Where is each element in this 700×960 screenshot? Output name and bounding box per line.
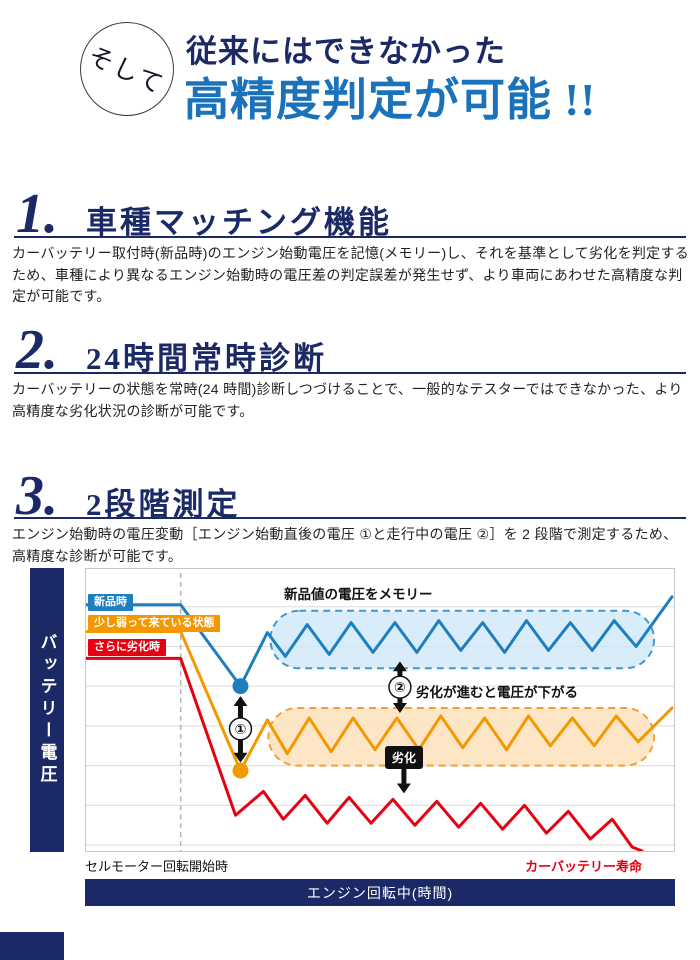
legend-weakening: 少し弱って来ている状態 (88, 615, 221, 632)
section1-title: 車種マッチング機能 (86, 205, 392, 240)
soshite-label: そして (83, 42, 169, 100)
deterioration-badge: 劣化 (385, 746, 424, 769)
section3-title: 2段階測定 (86, 487, 241, 522)
hero-subtitle: 従来にはできなかった (186, 34, 506, 69)
section2-underline (14, 372, 686, 374)
arrow-step2-head-down (392, 703, 407, 713)
arrow-step2-marker-label: ② (394, 679, 406, 695)
chart-canvas: ①② (86, 572, 674, 851)
degraded-region-orange (267, 707, 656, 767)
legend-degraded: さらに劣化時 (88, 639, 166, 656)
memory-note: 新品値の電圧をメモリー (284, 587, 433, 602)
section3-body: エンジン始動時の電圧変動［エンジン始動直後の電圧 ①と走行中の電圧 ②］を 2 … (12, 526, 678, 564)
section1-body: カーバッテリー取付時(新品時)のエンジン始動電圧を記憶(メモリー)し、それを基準… (12, 245, 690, 305)
section2-number: 2. (16, 319, 58, 381)
x-axis-label: エンジン回転中(時間) (306, 884, 454, 901)
section3-underline (14, 517, 686, 519)
line-new (86, 595, 674, 688)
hero-title: 高精度判定が可能 !! (184, 75, 597, 125)
dot-start-weak (232, 762, 249, 779)
arrow-step1-marker-label: ① (235, 721, 247, 737)
section1-number: 1. (16, 183, 58, 245)
voltage-drop-note: 劣化が進むと電圧が下がる (416, 685, 578, 700)
section2-body: カーバッテリーの状態を常時(24 時間)診断しつづけることで、一般的なテスターで… (12, 381, 683, 419)
x-axis-bar: エンジン回転中(時間) (85, 879, 675, 906)
section3-number: 3. (16, 465, 58, 527)
section1-underline (14, 236, 686, 238)
legend-new: 新品時 (88, 594, 133, 611)
y-axis-bar: バッテリー電圧 (30, 568, 64, 852)
line-weakening (86, 630, 674, 773)
arrow-deterioration-head-down (396, 783, 411, 794)
footer-accent-strip (0, 932, 64, 960)
dot-start-new (232, 678, 249, 695)
arrow-step1-marker-circle (228, 717, 253, 741)
arrow-step2-head-up (392, 661, 407, 672)
battery-life-label: カーバッテリー寿命 (525, 859, 642, 874)
section2-title: 24時間常時診断 (86, 341, 327, 376)
arrow-step1-head-up (233, 696, 248, 707)
line-degraded (86, 656, 644, 851)
y-axis-label: バッテリー電圧 (37, 633, 57, 787)
soshite-circle-badge: そして (80, 22, 174, 116)
memory-region-blue (269, 609, 656, 670)
x-start-label: セルモーター回転開始時 (85, 859, 229, 874)
arrow-step1-head-down (233, 752, 248, 763)
arrow-step2-marker-circle (388, 675, 412, 699)
